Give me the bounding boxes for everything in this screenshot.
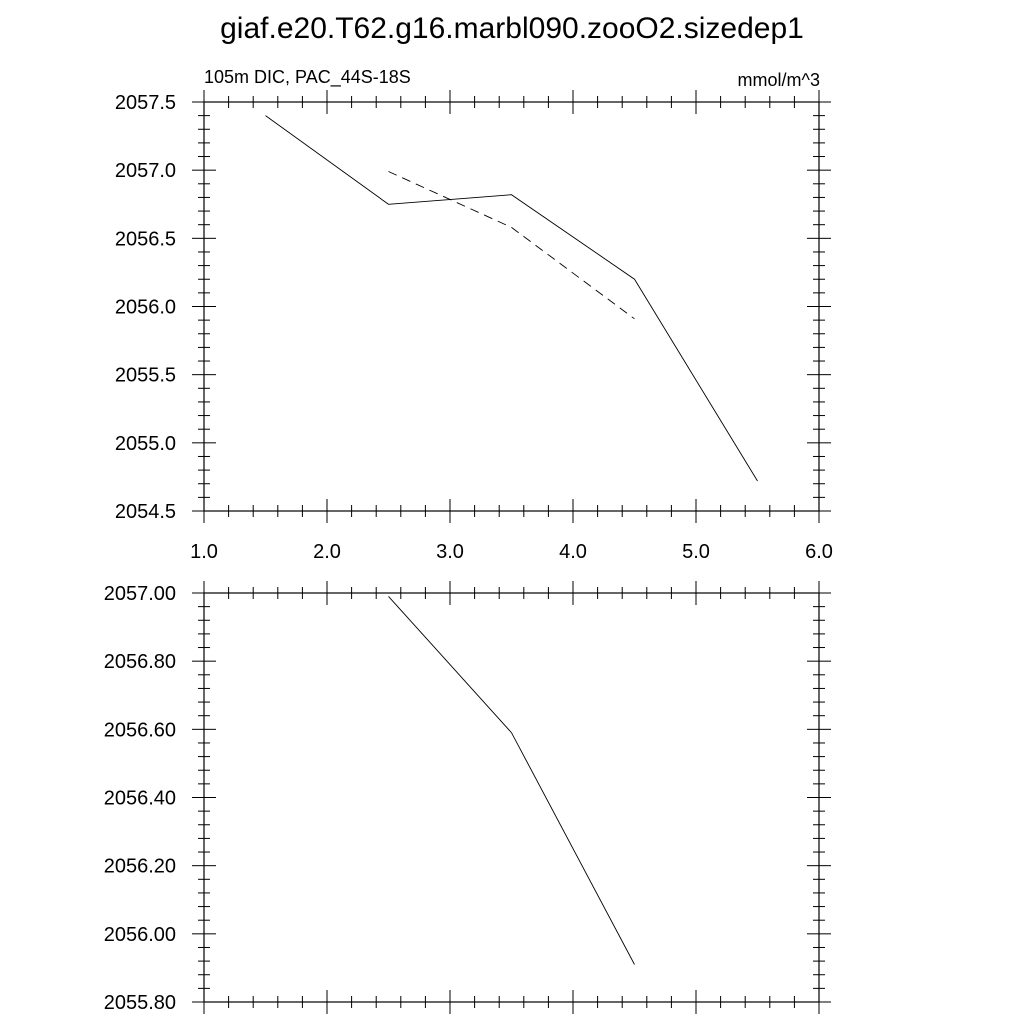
y-tick-label: 2056.40 <box>104 788 176 810</box>
y-tick-label: 2057.00 <box>104 583 176 605</box>
y-tick-label: 2056.5 <box>115 228 176 250</box>
top-series-line-2 <box>388 171 635 320</box>
y-tick-label: 2056.80 <box>104 651 176 673</box>
top-panel: 105m DIC, PAC_44S-18S mmol/m^3 1.0 2.0 3.0… <box>115 67 833 563</box>
bottom-series-line-1 <box>388 596 635 965</box>
top-panel-series <box>265 115 758 482</box>
bottom-panel-tick-labels: 2055.80 2056.00 2056.20 2056.40 2056.60 2056.… <box>104 583 176 1014</box>
bottom-panel-series <box>388 596 635 965</box>
x-tick-label: 1.0 <box>190 541 218 563</box>
y-tick-label: 2056.20 <box>104 856 176 878</box>
bottom-panel-ticks <box>192 581 831 1014</box>
y-tick-label: 2055.5 <box>115 365 176 387</box>
y-tick-label: 2055.0 <box>115 433 176 455</box>
bottom-panel: 2055.80 2056.00 2056.20 2056.40 2056.60 2056.… <box>104 581 831 1014</box>
y-tick-label: 2054.5 <box>115 501 176 523</box>
y-tick-label: 2056.00 <box>104 924 176 946</box>
y-tick-label: 2057.0 <box>115 160 176 182</box>
x-tick-label: 2.0 <box>313 541 341 563</box>
x-tick-label: 5.0 <box>682 541 710 563</box>
top-panel-tick-labels: 1.0 2.0 3.0 4.0 5.0 6.0 2054.5 2055.0 2055.5 2056… <box>115 92 833 563</box>
top-panel-left-string: 105m DIC, PAC_44S-18S <box>204 67 411 88</box>
x-tick-label: 4.0 <box>559 541 587 563</box>
y-tick-label: 2056.60 <box>104 719 176 741</box>
figure-title: giaf.e20.T62.g16.marbl090.zooO2.sizedep1 <box>220 12 804 45</box>
y-tick-label: 2055.80 <box>104 992 176 1014</box>
top-panel-ticks <box>192 90 831 523</box>
top-panel-frame <box>203 101 820 512</box>
x-tick-label: 3.0 <box>436 541 464 563</box>
x-tick-label: 6.0 <box>805 541 833 563</box>
bottom-panel-frame <box>203 592 820 1003</box>
top-panel-right-string: mmol/m^3 <box>738 70 820 90</box>
top-series-line-1 <box>265 115 758 482</box>
y-tick-label: 2056.0 <box>115 297 176 319</box>
y-tick-label: 2057.5 <box>115 92 176 114</box>
